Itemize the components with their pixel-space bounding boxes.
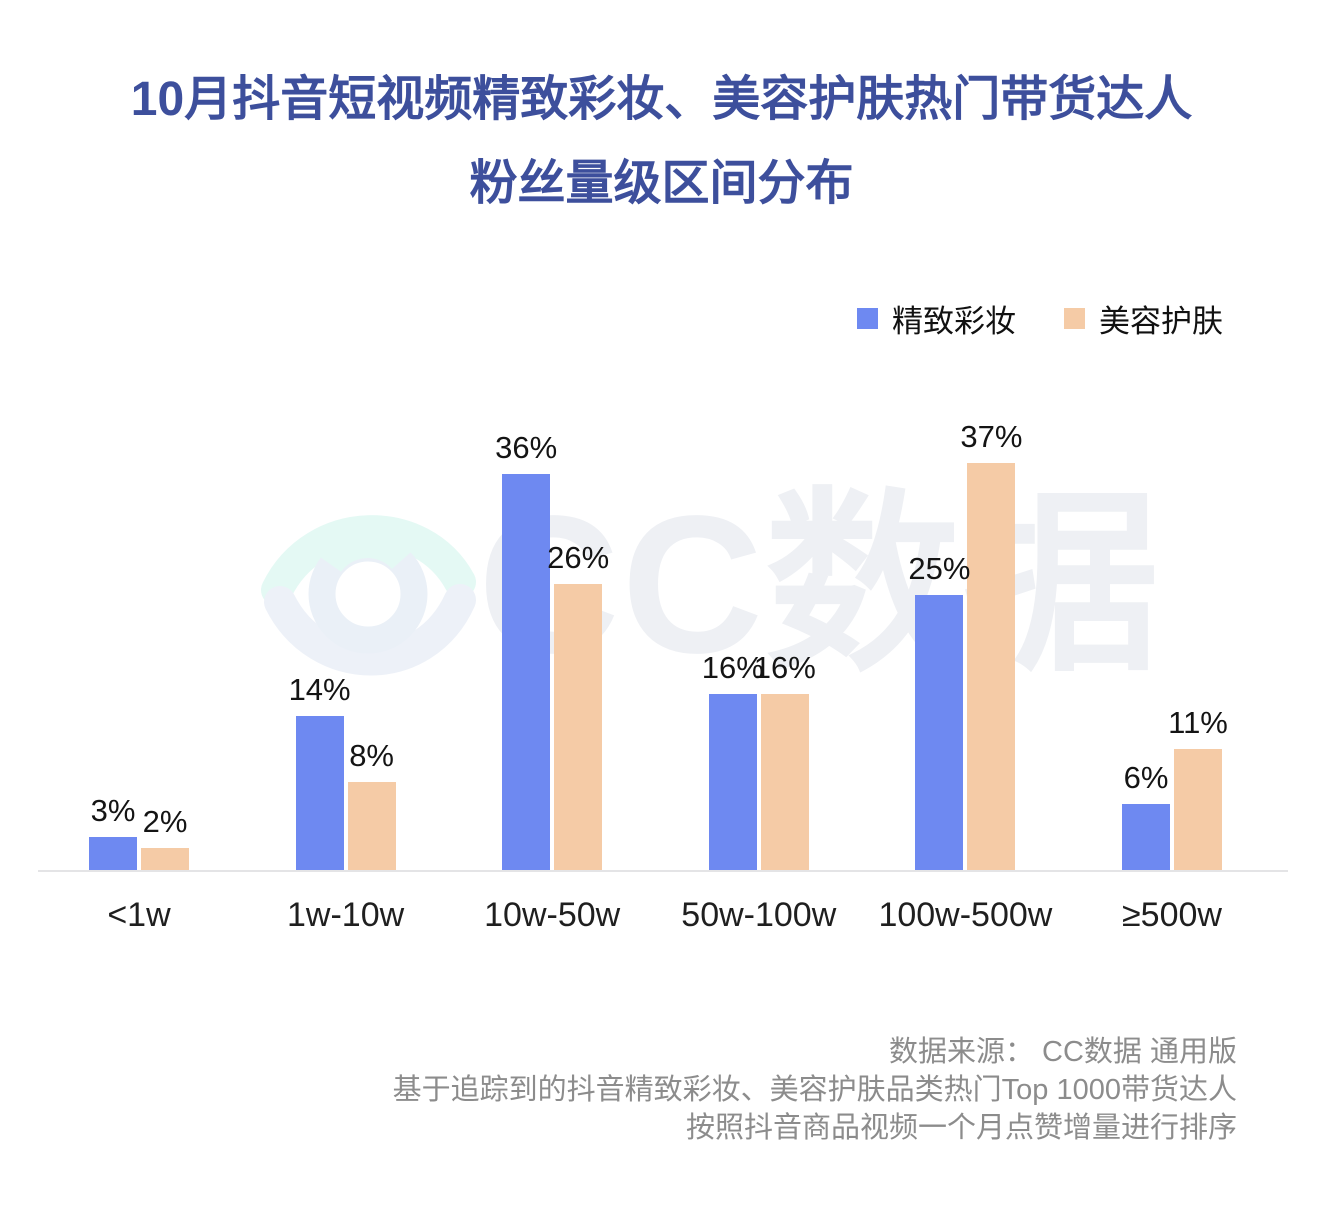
- bar-精致彩妆-<1w: [89, 837, 137, 870]
- bar-精致彩妆-1w-10w: [295, 716, 344, 870]
- bar-value-label: 37%: [960, 419, 1023, 454]
- bar-value-label: 25%: [908, 551, 971, 586]
- plot-area: 3% 2% 14% 8% 36% 26% 16% 16% 25% 37% 6% 11%: [38, 0, 1288, 872]
- source-line2: 基于追踪到的抖音精致彩妆、美容护肤品类热门Top 1000带货达人: [392, 1074, 1237, 1106]
- legend-swatch-makeup: [857, 308, 878, 329]
- x-axis-label-≥500w: ≥500w: [1122, 896, 1222, 934]
- bar-value-label: 36%: [495, 430, 558, 465]
- bar-美容护肤-10w-50w: [554, 584, 603, 870]
- legend-swatch-skincare: [1064, 308, 1085, 329]
- legend-item-makeup: 精致彩妆: [857, 296, 1016, 341]
- bar-精致彩妆-50w-100w: [708, 694, 757, 870]
- legend-item-skincare: 美容护肤: [1064, 296, 1223, 341]
- source-line3: 按照抖音商品视频一个月点赞增量进行排序: [685, 1112, 1237, 1144]
- legend-label-skincare: 美容护肤: [1099, 304, 1223, 339]
- cc-data-eye-logo-watermark: [252, 462, 492, 712]
- page-title-line2: 粉丝量级区间分布: [469, 157, 854, 210]
- bar-value-label: 26%: [547, 540, 610, 575]
- bar-美容护肤-<1w: [141, 848, 189, 870]
- bar-美容护肤-100w-500w: [967, 463, 1016, 870]
- bar-美容护肤-≥500w: [1174, 749, 1222, 870]
- bar-value-label: 16%: [701, 650, 764, 685]
- bar-value-label: 16%: [753, 650, 816, 685]
- bar-value-label: 6%: [1123, 760, 1169, 795]
- bar-美容护肤-1w-10w: [347, 782, 396, 870]
- chart-legend: 精致彩妆 美容护肤: [857, 296, 1223, 341]
- x-axis-label-10w-50w: 10w-50w: [484, 896, 621, 934]
- legend-label-makeup: 精致彩妆: [892, 304, 1016, 339]
- x-axis-label-100w-500w: 100w-500w: [878, 896, 1053, 934]
- bar-value-label: 14%: [288, 672, 351, 707]
- page-title-line1: 10月抖音短视频精致彩妆、美容护肤热门带货达人: [130, 73, 1193, 126]
- bar-精致彩妆-100w-500w: [915, 595, 964, 870]
- x-axis-label-50w-100w: 50w-100w: [681, 896, 837, 934]
- bar-value-label: 2%: [142, 804, 188, 839]
- bar-value-label: 3%: [90, 793, 136, 828]
- bar-美容护肤-50w-100w: [760, 694, 809, 870]
- bar-精致彩妆-≥500w: [1122, 804, 1170, 870]
- source-line1: 数据来源： CC数据 通用版: [888, 1036, 1237, 1068]
- bar-value-label: 11%: [1168, 705, 1228, 740]
- data-source-note: 数据来源： CC数据 通用版 基于追踪到的抖音精致彩妆、美容护肤品类热门Top …: [393, 1033, 1237, 1147]
- bar-精致彩妆-10w-50w: [502, 474, 551, 870]
- bar-value-label: 8%: [349, 738, 394, 773]
- x-axis-label-1w-10w: 1w-10w: [287, 896, 405, 934]
- page-title: 10月抖音短视频精致彩妆、美容护肤热门带货达人 粉丝量级区间分布: [0, 58, 1323, 226]
- x-axis-label-<1w: <1w: [107, 896, 171, 934]
- x-axis-labels: <1w 1w-10w 10w-50w 50w-100w 100w-500w ≥500w: [38, 896, 1288, 946]
